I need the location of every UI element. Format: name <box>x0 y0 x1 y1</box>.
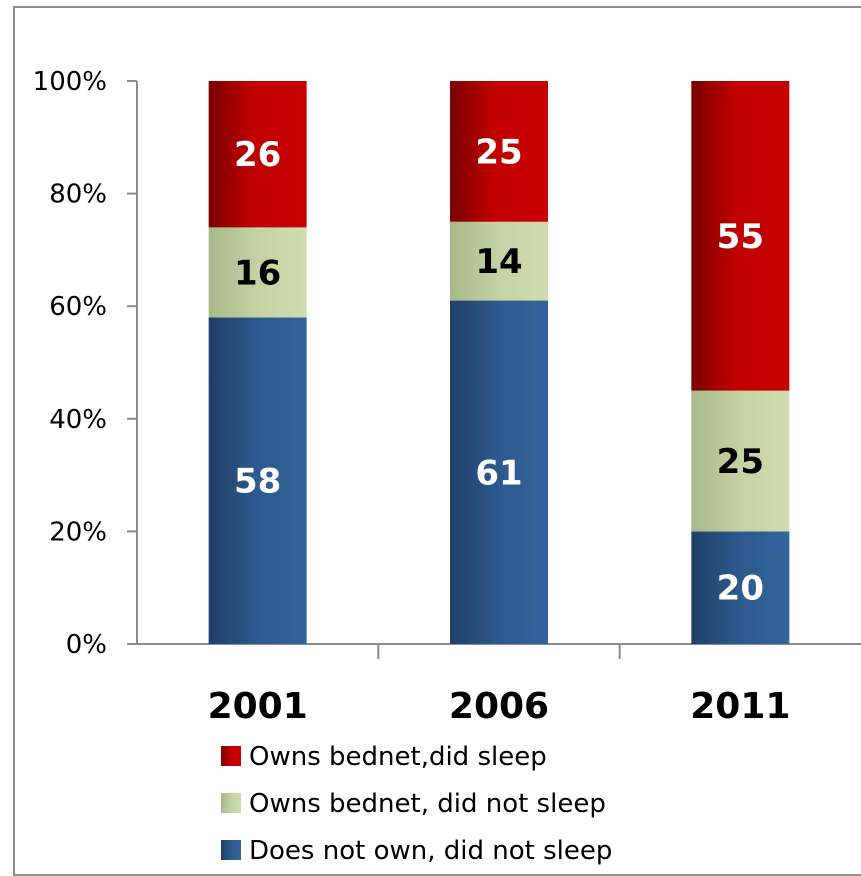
axes: 0% 20% 40% 60% 80% 100% 2001 2006 2011 <box>33 67 861 727</box>
legend: Owns bednet,did sleep Owns bednet, did no… <box>221 742 612 866</box>
bar-segment <box>450 300 548 644</box>
legend-swatch <box>221 746 241 766</box>
bar-segment <box>450 221 548 301</box>
legend-label: Owns bednet,did sleep <box>249 742 547 772</box>
data-label: 26 <box>234 135 281 175</box>
bar-segment <box>691 81 790 391</box>
legend-label: Does not own, did not sleep <box>249 836 612 866</box>
bar-segment <box>450 81 548 222</box>
data-label: 61 <box>475 453 522 493</box>
data-label: 25 <box>475 132 522 172</box>
bar-segment <box>691 390 790 532</box>
data-label: 58 <box>234 462 281 502</box>
bar-segment <box>691 531 790 644</box>
legend-label: Owns bednet, did not sleep <box>249 789 606 819</box>
x-category-label: 2001 <box>208 686 308 727</box>
y-tick-label: 20% <box>49 517 107 547</box>
data-label: 55 <box>717 217 764 257</box>
x-category-label: 2006 <box>449 686 549 727</box>
data-labels: 58 16 26 61 14 25 20 25 55 <box>234 132 764 608</box>
bar-segment <box>208 227 307 318</box>
data-label: 20 <box>717 569 764 609</box>
bar-segment <box>208 81 307 228</box>
bar-segment <box>208 317 307 644</box>
y-tick-label: 80% <box>49 180 107 210</box>
legend-swatch <box>221 793 241 813</box>
y-tick-label: 100% <box>33 67 107 97</box>
data-label: 25 <box>717 442 764 482</box>
y-tick-label: 0% <box>66 630 107 660</box>
data-label: 14 <box>475 242 522 282</box>
x-category-label: 2011 <box>690 686 790 727</box>
legend-swatch <box>221 840 241 860</box>
bars <box>208 81 790 644</box>
y-tick-label: 40% <box>49 405 107 435</box>
data-label: 16 <box>234 253 281 293</box>
y-tick-label: 60% <box>49 292 107 322</box>
